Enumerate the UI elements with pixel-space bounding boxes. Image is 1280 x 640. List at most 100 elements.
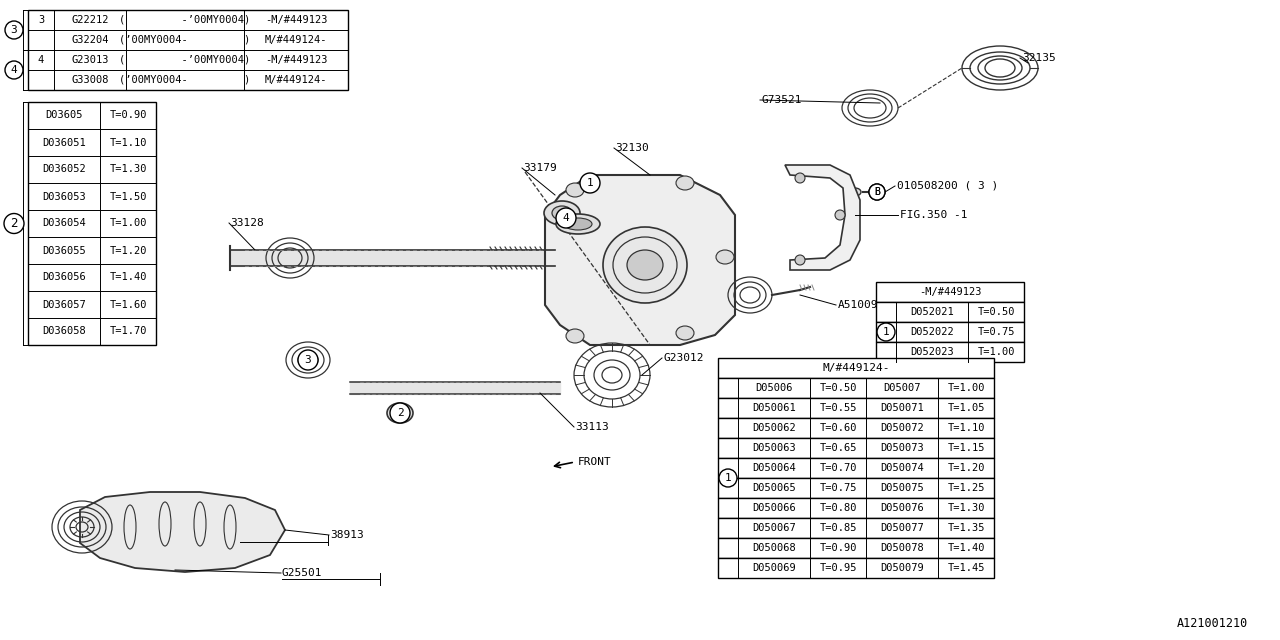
Text: M/#449124-: M/#449124- [265,75,328,85]
Text: 1: 1 [724,473,731,483]
Text: D050069: D050069 [753,563,796,573]
Text: T=0.65: T=0.65 [819,443,856,453]
Text: T=1.50: T=1.50 [109,191,147,202]
Text: D05006: D05006 [755,383,792,393]
Text: D050073: D050073 [881,443,924,453]
Text: T=0.90: T=0.90 [109,111,147,120]
Text: D052023: D052023 [910,347,954,357]
Text: FRONT: FRONT [579,457,612,467]
Circle shape [390,403,410,423]
Circle shape [869,184,884,200]
Text: G32204: G32204 [72,35,109,45]
Bar [718,438,995,458]
Text: T=0.50: T=0.50 [977,307,1015,317]
Polygon shape [545,175,735,345]
Ellipse shape [552,206,572,220]
Text: T=1.35: T=1.35 [947,523,984,533]
Text: D050072: D050072 [881,423,924,433]
Text: D036055: D036055 [42,246,86,255]
Text: T=0.50: T=0.50 [819,383,856,393]
Text: T=1.40: T=1.40 [947,543,984,553]
Circle shape [869,184,884,200]
Ellipse shape [387,403,413,423]
Text: 33179: 33179 [524,163,557,173]
Text: T=1.15: T=1.15 [947,443,984,453]
Polygon shape [785,165,860,270]
Text: T=1.10: T=1.10 [109,138,147,147]
Ellipse shape [849,188,861,196]
Text: D050074: D050074 [881,463,924,473]
Bar [876,302,1024,322]
Text: 33113: 33113 [575,422,609,432]
Text: G73521: G73521 [762,95,803,105]
Circle shape [5,21,23,39]
Text: D05007: D05007 [883,383,920,393]
Bar [718,518,995,538]
Text: 32130: 32130 [614,143,649,153]
Text: T=0.75: T=0.75 [977,327,1015,337]
Text: D050061: D050061 [753,403,796,413]
Text: T=1.05: T=1.05 [947,403,984,413]
Circle shape [556,208,576,228]
Bar [718,478,995,498]
Text: D050063: D050063 [753,443,796,453]
Bar [718,378,995,398]
Bar [28,102,156,345]
Text: T=1.10: T=1.10 [947,423,984,433]
Text: D050068: D050068 [753,543,796,553]
Text: D050062: D050062 [753,423,796,433]
Text: T=0.55: T=0.55 [819,403,856,413]
Text: T=0.75: T=0.75 [819,483,856,493]
Ellipse shape [835,210,845,220]
Text: D036056: D036056 [42,273,86,282]
Text: T=1.20: T=1.20 [947,463,984,473]
Text: T=1.00: T=1.00 [109,218,147,228]
Circle shape [580,173,600,193]
Ellipse shape [556,214,600,234]
Text: T=1.30: T=1.30 [947,503,984,513]
Text: D036052: D036052 [42,164,86,175]
Text: D050077: D050077 [881,523,924,533]
Text: D036053: D036053 [42,191,86,202]
Text: T=0.95: T=0.95 [819,563,856,573]
Text: G23012: G23012 [663,353,704,363]
Bar [876,322,1024,342]
Ellipse shape [393,408,407,418]
Text: 1: 1 [883,327,890,337]
Text: D050064: D050064 [753,463,796,473]
Text: 33128: 33128 [230,218,264,228]
Text: M/#449124-: M/#449124- [265,35,328,45]
Bar [876,282,1024,302]
Ellipse shape [564,218,591,230]
Circle shape [877,323,895,341]
Text: T=0.80: T=0.80 [819,503,856,513]
Text: G22212: G22212 [72,15,109,25]
Bar [718,458,995,478]
Text: 38913: 38913 [330,530,364,540]
Text: D036058: D036058 [42,326,86,337]
Bar [718,418,995,438]
Text: T=1.00: T=1.00 [977,347,1015,357]
Text: A51009: A51009 [838,300,878,310]
Bar [718,358,995,378]
Text: 4: 4 [10,65,18,75]
Text: T=1.45: T=1.45 [947,563,984,573]
Text: -M/#449123: -M/#449123 [265,55,328,65]
Text: G33008: G33008 [72,75,109,85]
Text: D050079: D050079 [881,563,924,573]
Ellipse shape [603,227,687,303]
Text: D052022: D052022 [910,327,954,337]
Text: (’00MY0004-         ): (’00MY0004- ) [119,75,251,85]
Ellipse shape [566,183,584,197]
Text: D050071: D050071 [881,403,924,413]
Text: -M/#449123: -M/#449123 [919,287,982,297]
Text: 2: 2 [10,217,18,230]
Text: G25501: G25501 [282,568,323,578]
Bar [718,498,995,518]
Text: T=0.70: T=0.70 [819,463,856,473]
Circle shape [298,350,317,370]
Text: T=1.30: T=1.30 [109,164,147,175]
Text: T=1.25: T=1.25 [947,483,984,493]
Bar [718,398,995,418]
Text: 1: 1 [586,178,594,188]
